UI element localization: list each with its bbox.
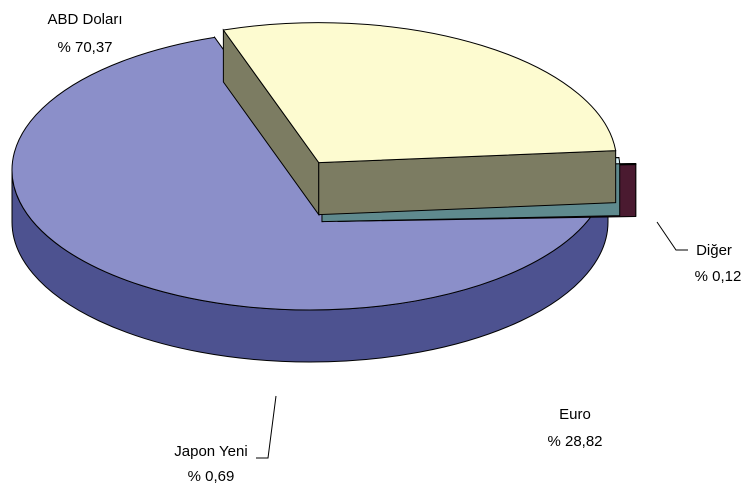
slice-euro-top — [222, 22, 617, 164]
leader-line-diger — [656, 221, 688, 251]
slice-label-japon: Japon Yeni — [174, 443, 247, 460]
slice-percent-diger: % 0,12 — [695, 268, 742, 285]
leader-lines — [256, 221, 688, 459]
pie-slices — [11, 22, 637, 363]
slice-percent-euro: % 28,82 — [547, 433, 602, 450]
slice-euro — [222, 22, 617, 217]
slice-percent-japon: % 0,69 — [188, 468, 235, 485]
slice-label-diger: Diğer — [696, 242, 732, 259]
slice-label-abd: ABD Doları — [47, 11, 122, 28]
slice-percent-abd: % 70,37 — [57, 39, 112, 56]
slice-label-euro: Euro — [559, 406, 591, 423]
leader-line-japon — [256, 395, 277, 459]
